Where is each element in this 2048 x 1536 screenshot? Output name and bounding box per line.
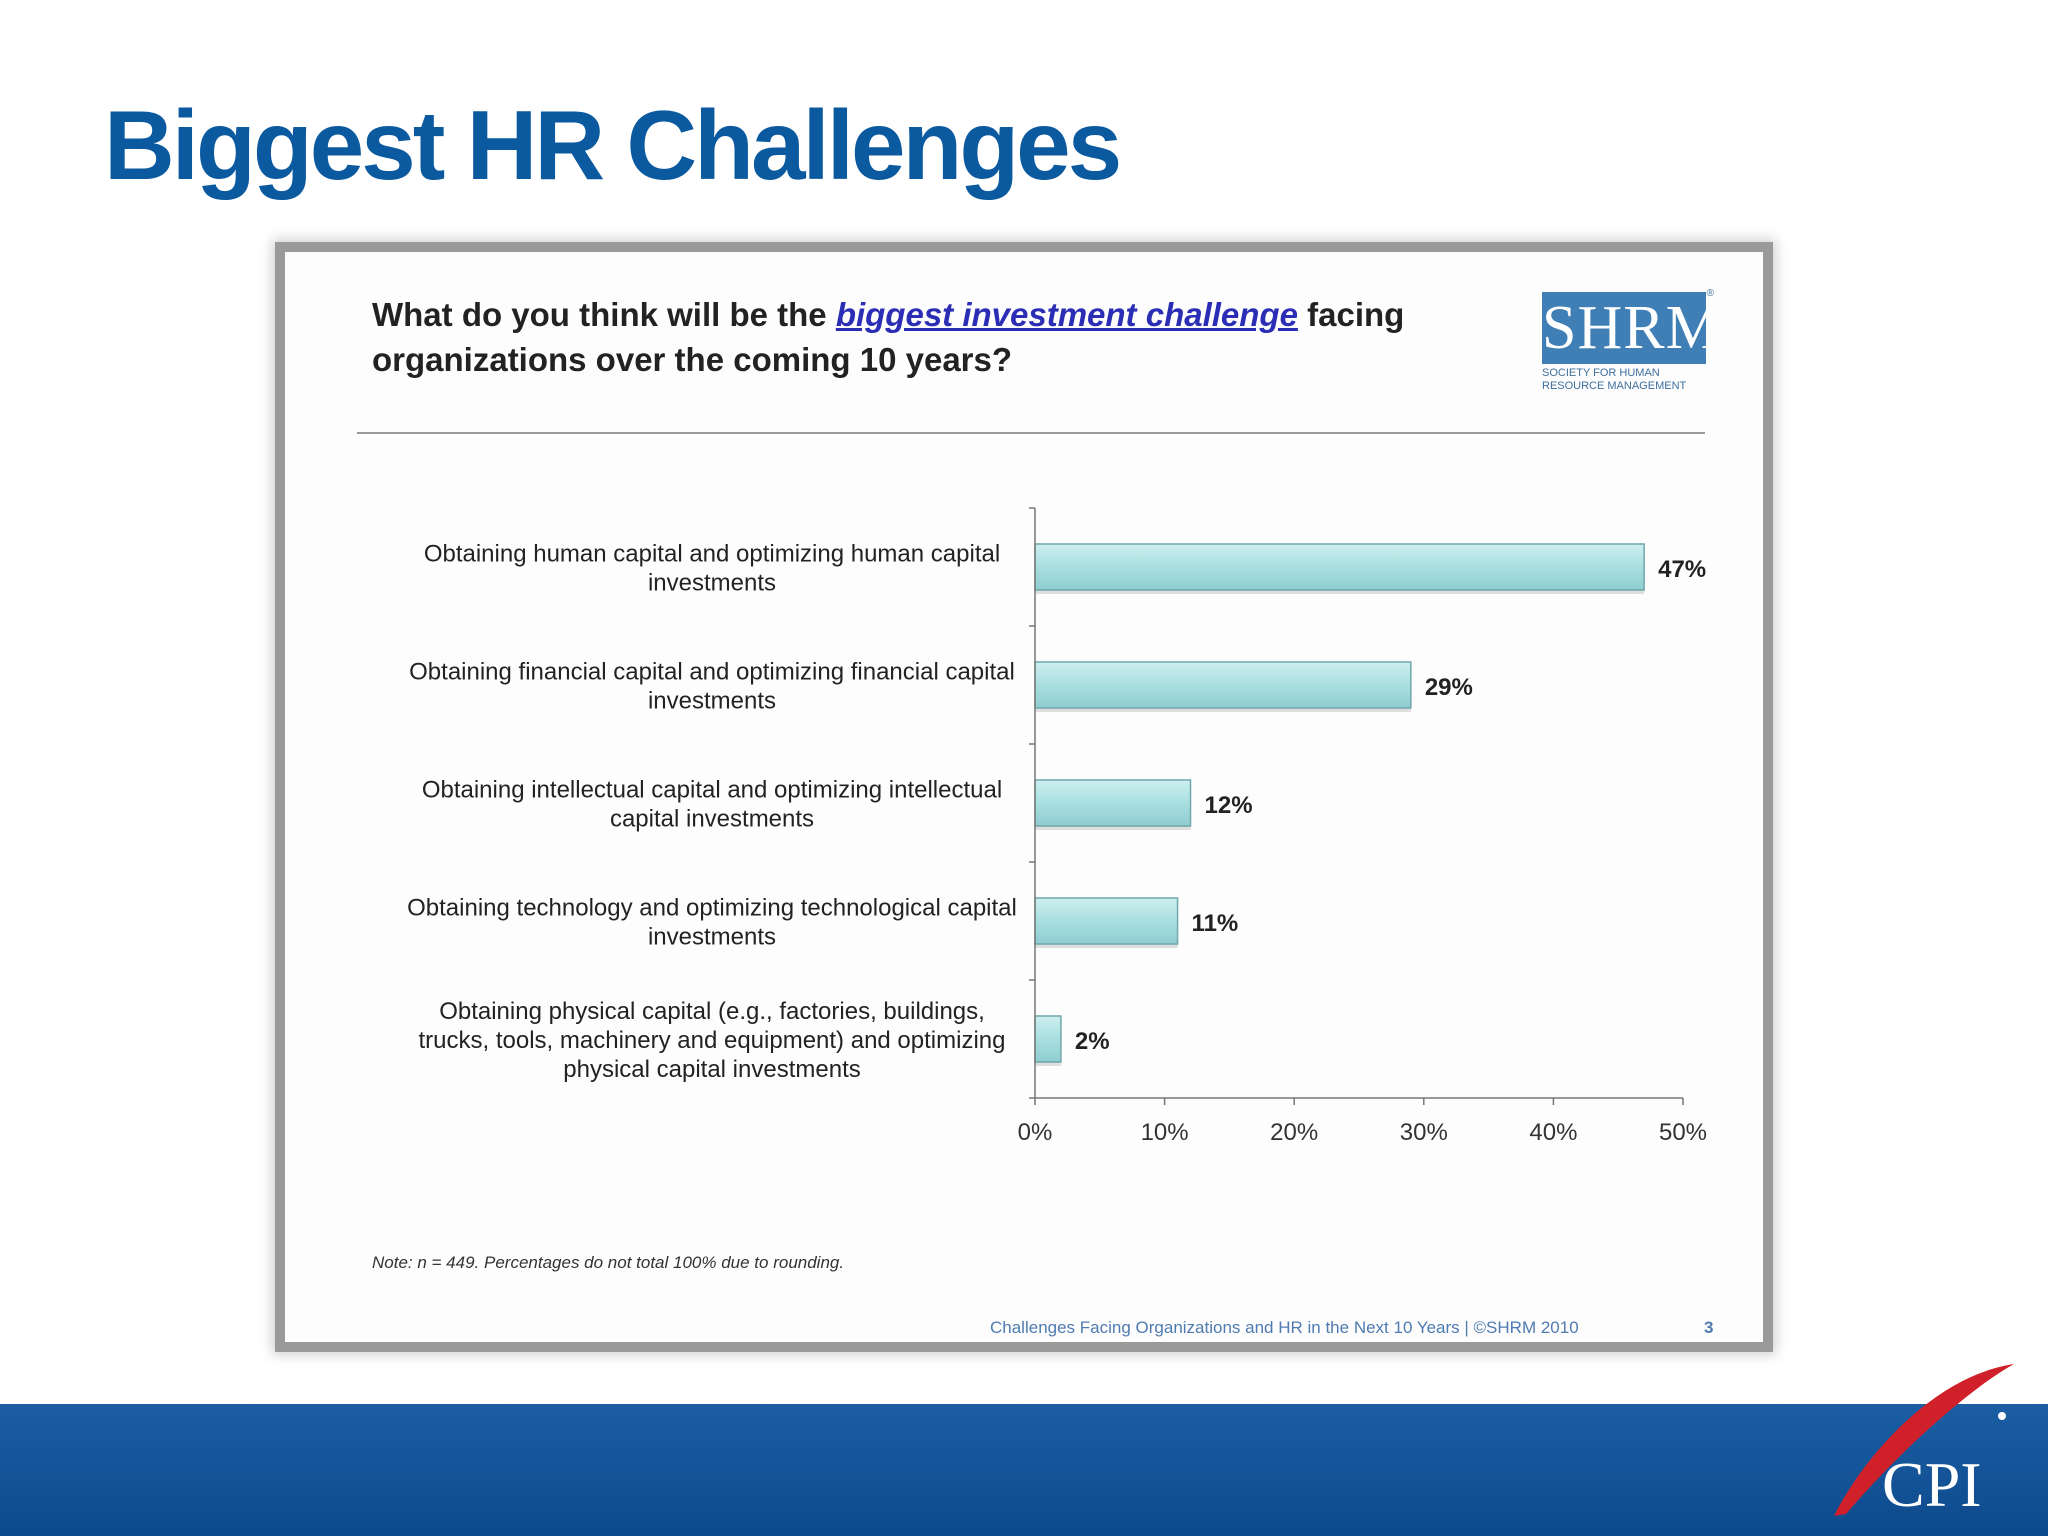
survey-question: What do you think will be the biggest in… (372, 292, 1452, 382)
x-tick-label: 20% (1270, 1119, 1318, 1146)
category-label: Obtaining technology and optimizing tech… (407, 895, 1017, 922)
x-tick-label: 30% (1400, 1119, 1448, 1146)
x-tick-label: 40% (1529, 1119, 1577, 1146)
category-label: capital investments (610, 806, 814, 833)
x-tick-label: 10% (1141, 1119, 1189, 1146)
category-label: Obtaining physical capital (e.g., factor… (439, 998, 985, 1025)
data-label: 2% (1075, 1028, 1110, 1055)
shrm-logo-mark: SHRM (1542, 292, 1722, 364)
cpi-dot-icon (1998, 1412, 2006, 1420)
bar (1034, 897, 1179, 945)
cpi-logo: CPI (1834, 1364, 2014, 1520)
shrm-subtitle-line2: RESOURCE MANAGEMENT (1542, 380, 1687, 392)
cpi-swoosh-icon (1834, 1364, 2014, 1516)
shrm-subtitle-line1: SOCIETY FOR HUMAN (1542, 367, 1660, 379)
cpi-wordmark: CPI (1882, 1449, 1982, 1520)
bar (1034, 779, 1192, 827)
bar (1034, 543, 1645, 591)
panel-page-number: 3 (1704, 1318, 1714, 1337)
x-tick-label: 0% (1018, 1119, 1053, 1146)
data-label: 11% (1192, 910, 1239, 937)
category-label: physical capital investments (563, 1056, 860, 1083)
category-label: Obtaining financial capital and optimizi… (409, 659, 1015, 686)
chart-note: Note: n = 449. Percentages do not total … (372, 1253, 845, 1272)
data-label: 47% (1658, 556, 1706, 583)
registered-mark-icon: ® (1706, 288, 1714, 299)
category-label: investments (648, 924, 776, 951)
data-label: 12% (1205, 792, 1253, 819)
bar (1034, 1015, 1062, 1063)
category-label: Obtaining intellectual capital and optim… (422, 777, 1002, 804)
bar (1034, 661, 1412, 709)
question-text-start: What do you think will be the (372, 296, 836, 333)
data-label: 29% (1425, 674, 1473, 701)
question-highlight: biggest investment challenge (835, 296, 1298, 333)
shrm-logo: ® SHRM SOCIETY FOR HUMAN RESOURCE MANAGE… (1542, 288, 1722, 393)
source-footer: Challenges Facing Organizations and HR i… (990, 1318, 1579, 1337)
header-divider (357, 432, 1705, 434)
slide-title: Biggest HR Challenges (104, 90, 1122, 200)
question-text-end: facing organizations over the coming 10 … (372, 296, 1405, 378)
x-tick-label: 50% (1659, 1119, 1707, 1146)
category-label: investments (648, 570, 776, 597)
category-label: investments (648, 688, 776, 715)
category-label: trucks, tools, machinery and equipment) … (419, 1027, 1006, 1054)
shrm-logo-subtitle: SOCIETY FOR HUMAN RESOURCE MANAGEMENT (1542, 367, 1710, 393)
category-label: Obtaining human capital and optimizing h… (424, 541, 1000, 568)
footer-band (0, 1404, 2048, 1536)
